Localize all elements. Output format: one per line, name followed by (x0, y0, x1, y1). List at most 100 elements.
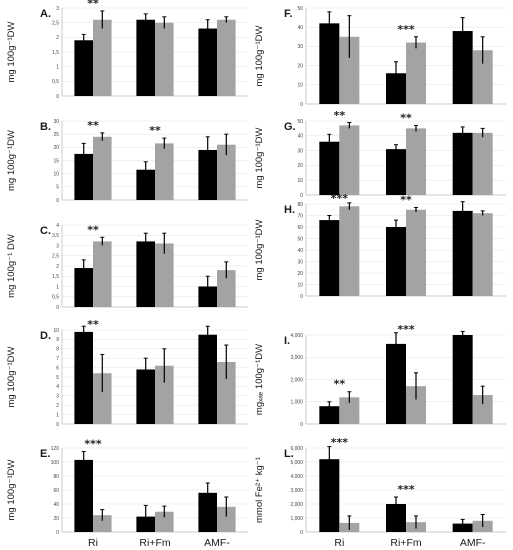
y-axis-label: mg 100g⁻¹DW (6, 459, 17, 520)
bar-C-AMF--series2 (217, 270, 236, 307)
y-tick-label: 30 (53, 119, 59, 125)
bar-G-AMF--series2 (472, 132, 493, 195)
y-tick-label: 3 (56, 6, 59, 12)
y-tick-label: 5 (56, 185, 59, 191)
y-tick-label: 2,5 (52, 20, 59, 26)
panel-title: L. (284, 448, 294, 460)
significance-label: *** (84, 438, 102, 451)
y-tick-label: 1,000 (290, 516, 303, 522)
bar-D-Ri+Fm-series1 (136, 369, 155, 424)
bar-I-AMF--series1 (452, 335, 473, 424)
y-tick-label: 25 (53, 132, 59, 138)
panel-title: F. (284, 8, 293, 20)
bar-A-Ri+Fm-series2 (155, 22, 174, 97)
bar-G-Ri-series2 (339, 125, 360, 195)
y-tick-label: 0 (56, 305, 59, 311)
bar-I-Ri-series2 (339, 397, 360, 424)
y-tick-label: 10 (297, 178, 303, 184)
y-tick-label: 0 (56, 422, 59, 428)
y-tick-label: 2,000 (290, 502, 303, 508)
bar-B-Ri+Fm-series2 (155, 143, 174, 200)
bar-A-Ri-series1 (74, 40, 93, 96)
bar-C-Ri-series1 (74, 268, 93, 307)
y-tick-label: 2 (56, 264, 59, 270)
y-tick-label: 80 (297, 202, 303, 208)
bar-F-Ri-series1 (319, 23, 340, 104)
y-tick-label: 30 (297, 259, 303, 265)
bar-G-Ri+Fm-series2 (406, 128, 426, 195)
y-tick-label: 2 (56, 403, 59, 409)
bar-E-AMF--series1 (198, 492, 217, 532)
x-category-label: AMF- (204, 537, 230, 549)
bar-H-AMF--series1 (452, 210, 473, 296)
bar-D-AMF--series2 (217, 361, 236, 424)
chart-panel-A: 0 0,5 1 1,5 2 2,5 3 ** A. mg 100g⁻¹DW (6, 0, 248, 100)
y-tick-label: 3,5 (52, 233, 59, 239)
y-tick-label: 60 (53, 488, 59, 494)
y-tick-label: 2,5 (52, 254, 59, 260)
significance-label: ** (334, 109, 346, 122)
bar-F-AMF--series2 (472, 50, 493, 104)
bar-B-Ri-series1 (74, 153, 93, 200)
significance-label: *** (331, 436, 349, 449)
y-tick-label: 80 (53, 474, 59, 480)
bar-A-AMF--series2 (217, 19, 236, 96)
bar-F-Ri+Fm-series1 (386, 73, 406, 104)
y-tick-label: 1,5 (52, 50, 59, 56)
y-tick-label: 20 (53, 516, 59, 522)
chart-panel-G: 0 10 20 30 40 50 ** ** G. mg 100g⁻¹DW (254, 109, 506, 199)
y-tick-label: 20 (53, 145, 59, 151)
bar-D-Ri-series2 (93, 373, 112, 424)
y-axis-label: mg 100g⁻¹DW (6, 21, 17, 82)
bar-E-Ri-series2 (93, 515, 112, 532)
chart-panel-F: 0 10 20 30 40 50 *** F. mg 100g⁻¹DW (254, 6, 506, 108)
y-tick-label: 0 (300, 294, 303, 300)
y-tick-label: 15 (53, 158, 59, 164)
bar-I-Ri+Fm-series1 (386, 343, 406, 424)
y-tick-label: 4,000 (290, 333, 303, 339)
x-category-label: Ri+Fm (139, 537, 170, 549)
y-tick-label: 0 (300, 102, 303, 108)
y-axis-label: mg 100g⁻¹DW (6, 130, 17, 191)
significance-label: *** (397, 483, 415, 496)
significance-label: ** (149, 124, 161, 137)
bar-H-Ri+Fm-series2 (406, 209, 426, 296)
y-tick-label: 10 (53, 171, 59, 177)
bar-G-Ri-series1 (319, 141, 340, 195)
panel-title: D. (40, 330, 51, 342)
significance-label: ** (87, 318, 99, 331)
bar-H-AMF--series2 (472, 213, 493, 296)
bar-A-Ri-series2 (93, 19, 112, 96)
panel-title: A. (40, 8, 51, 20)
panel-title: E. (40, 448, 50, 460)
y-tick-label: 0 (56, 198, 59, 204)
y-tick-label: 40 (297, 25, 303, 31)
y-tick-label: 2,000 (290, 377, 303, 383)
y-tick-label: 6 (56, 365, 59, 371)
y-tick-label: 1 (56, 412, 59, 418)
bar-C-Ri-series2 (93, 241, 112, 307)
y-tick-label: 120 (51, 446, 60, 452)
bar-D-Ri-series1 (74, 331, 93, 424)
y-tick-label: 3,000 (290, 488, 303, 494)
significance-label: ** (87, 223, 99, 236)
significance-label: *** (331, 192, 349, 205)
bar-E-AMF--series2 (217, 506, 236, 532)
y-tick-label: 70 (297, 213, 303, 219)
bar-C-Ri+Fm-series1 (136, 241, 155, 307)
y-tick-label: 10 (297, 83, 303, 89)
y-tick-label: 2 (56, 35, 59, 41)
bar-E-Ri+Fm-series2 (155, 511, 174, 532)
y-tick-label: 20 (297, 163, 303, 169)
bar-F-Ri+Fm-series2 (406, 42, 426, 104)
y-axis-label: mgₓₐₑ 100g⁻¹DW (254, 344, 265, 415)
y-tick-label: 10 (297, 282, 303, 288)
significance-label: ** (87, 119, 99, 132)
bar-A-Ri+Fm-series1 (136, 19, 155, 96)
significance-label: *** (397, 23, 415, 36)
y-tick-label: 3,000 (290, 355, 303, 361)
y-tick-label: 20 (297, 271, 303, 277)
